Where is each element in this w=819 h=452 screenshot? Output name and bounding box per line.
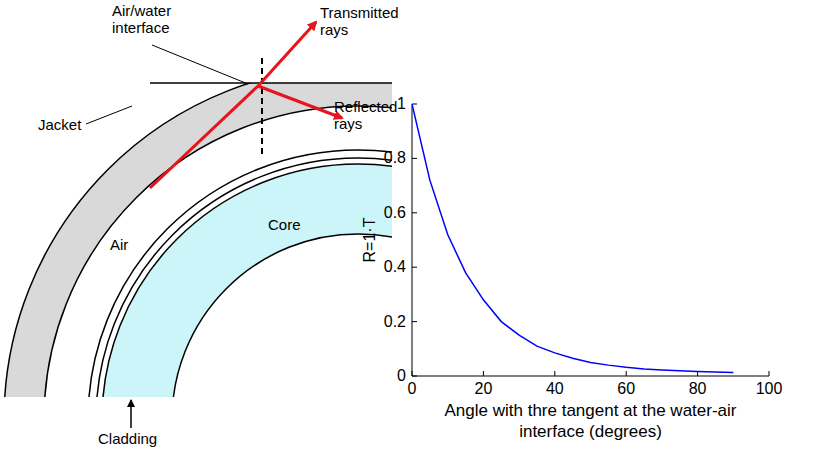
x-tick-label: 80 [689,380,707,397]
x-tick-label: 100 [756,380,783,397]
normal-line [261,58,263,158]
y-tick [412,321,417,322]
x-axis-title-line: Angle with thre tangent at the water-air [445,401,737,420]
x-tick [554,371,555,376]
y-tick [412,267,417,268]
diagram-label: Reflectedrays [334,98,397,132]
diagram-label: Air/waterinterface [112,2,171,36]
y-tick-label: 0 [397,367,406,384]
label-line: Transmitted [320,4,399,21]
label-line: interface [112,19,170,36]
y-axis [412,104,413,376]
x-tick [626,371,627,376]
fiber-layers [4,83,392,397]
label-line: rays [320,21,348,38]
y-tick-label: 0.2 [384,313,406,330]
jacket-inner [44,106,392,397]
incident-ray [150,86,258,188]
x-tick-label: 20 [475,380,493,397]
x-tick [769,371,770,376]
leader-arrow [130,400,132,428]
cladding-inner [96,158,392,397]
interface-line [150,82,392,84]
x-axis-title: Angle with thre tangent at the water-air… [445,401,737,441]
label-line: Air/water [112,2,171,19]
data-line [412,104,733,372]
diagram-label: Air [110,236,128,253]
x-axis-title-line: interface (degrees) [519,422,662,441]
diagram-label: Jacket [38,116,82,133]
y-axis-title: R=1·T [361,217,378,262]
figure: Air/waterinterfaceTransmittedraysReflect… [0,0,819,452]
series-group [412,104,733,372]
y-tick [412,212,417,213]
core-outer [102,164,392,397]
diagram-label: Cladding [98,430,157,447]
y-tick-label: 0.6 [384,204,406,221]
leader-line [86,106,132,124]
x-tick [483,371,484,376]
diagram-label: Core [268,216,301,233]
jacket-outer [4,83,392,397]
x-tick-label: 0 [408,380,417,397]
x-axis [412,376,769,377]
y-tick [412,158,417,159]
core-inner [172,234,392,397]
label-line: rays [334,115,362,132]
y-tick-label: 0.4 [384,258,406,275]
x-tick-label: 60 [617,380,635,397]
transmitted-ray [258,22,316,86]
cladding-outer [88,150,392,397]
reflected-ray [258,86,342,118]
x-tick-label: 40 [546,380,564,397]
y-tick-label: 0.8 [384,149,406,166]
diagram-label: Transmittedrays [320,4,399,38]
leader-line [152,45,248,84]
y-tick-label: 1 [397,95,406,112]
label-line: Reflected [334,98,397,115]
